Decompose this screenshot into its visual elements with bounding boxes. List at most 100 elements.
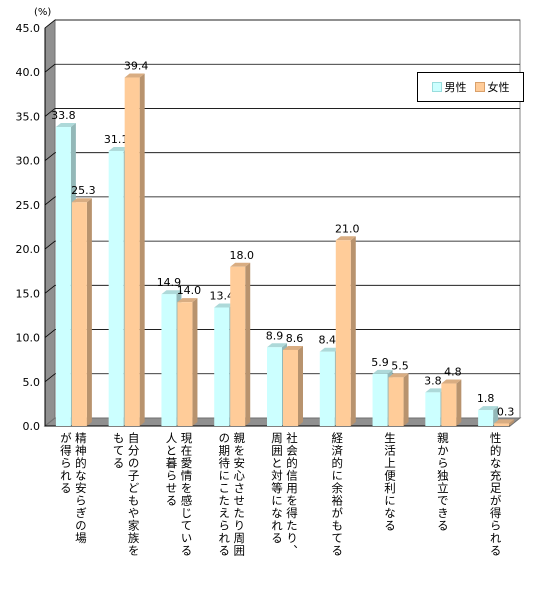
data-label-male: 14.9 <box>157 276 182 289</box>
bar-top-male <box>161 290 182 295</box>
bar-side-male <box>493 406 499 426</box>
gridline-depth <box>44 373 56 383</box>
legend-swatch-male <box>431 82 442 92</box>
data-label-female: 0.3 <box>497 405 515 418</box>
bar-side-female <box>245 262 251 426</box>
category-label: 親を安心させたり周囲 の期待にこたえられる <box>217 432 247 592</box>
bar-side-female <box>298 345 303 426</box>
bar-top-female <box>335 236 356 241</box>
y-tick-label: 10.0 <box>16 332 41 345</box>
category-label-line: 社会的信用を得たり、 <box>285 432 299 557</box>
bar-top-male <box>372 369 393 374</box>
bar-top-female <box>441 379 462 384</box>
data-label-male: 8.4 <box>319 334 337 347</box>
gridline-depth <box>44 240 56 250</box>
bar-female <box>335 240 351 426</box>
y-tick-label: 20.0 <box>16 243 41 256</box>
data-label-female: 21.0 <box>335 222 360 235</box>
category-label-line: 精神的な安らぎの場 <box>73 432 88 545</box>
category-label-line: 周囲と対等になれる <box>270 432 284 545</box>
category-label: 親から独立できる <box>435 432 450 592</box>
data-label-female: 14.0 <box>177 284 202 297</box>
category-label-line: が得られる <box>58 432 73 495</box>
data-label-male: 1.8 <box>477 392 495 405</box>
bar-top-male <box>478 406 499 411</box>
bar-female <box>177 302 193 426</box>
category-label: 社会的信用を得たり、 周囲と対等になれる <box>270 432 300 592</box>
category-label-line: 現在愛情を感じている <box>179 432 194 557</box>
bar-male <box>425 392 441 426</box>
y-tick-label: 30.0 <box>16 155 41 168</box>
data-label-female: 39.4 <box>124 60 149 73</box>
bar-female <box>494 423 510 426</box>
data-label-female: 25.3 <box>71 184 96 197</box>
category-label: 現在愛情を感じている 人と暮らせる <box>164 432 194 592</box>
category-label-line: 親から独立できる <box>435 432 450 532</box>
y-tick-label: 40.0 <box>16 66 41 79</box>
gridline-depth <box>44 329 56 338</box>
bar-top-male <box>214 303 235 308</box>
y-tick-label: 45.0 <box>16 22 41 35</box>
bar-top-female <box>283 345 303 350</box>
y-tick-label: 0.0 <box>23 420 41 433</box>
bar-male <box>161 294 177 426</box>
side-wall <box>44 18 56 428</box>
bar-female <box>230 266 246 426</box>
gridline-depth <box>44 285 56 294</box>
category-label-line: の期待にこたえられる <box>217 432 232 557</box>
gridline-depth <box>44 196 56 206</box>
data-label-male: 8.9 <box>266 329 284 342</box>
bar-top-female <box>71 198 92 203</box>
gridline-depth <box>44 152 56 161</box>
bar-male <box>319 351 335 426</box>
gridline-depth <box>44 108 56 117</box>
data-label-female: 4.8 <box>444 366 462 379</box>
bar-top-male <box>108 146 129 151</box>
gridline-depth <box>44 63 56 73</box>
bar-male <box>372 373 388 426</box>
data-label-male: 3.8 <box>424 374 442 387</box>
legend-label-female: 女性 <box>487 81 510 94</box>
bar-top-female <box>124 73 145 78</box>
gridline-depth <box>44 19 56 29</box>
bar-side-female <box>192 298 198 426</box>
bar-male <box>108 150 124 426</box>
category-label-line: 性的な充足が得られる <box>488 432 503 557</box>
bar-female <box>124 77 140 426</box>
bar-male <box>214 307 230 426</box>
category-label: 経済的に余裕がもてる <box>330 432 345 592</box>
bar-side-female <box>139 73 145 426</box>
data-label-female: 8.6 <box>286 332 304 345</box>
y-axis-unit: (%) <box>34 7 51 18</box>
category-label-line: 人と暮らせる <box>164 432 179 507</box>
bar-female <box>283 349 298 426</box>
y-tick-label: 5.0 <box>23 376 41 389</box>
plot-area: 0.0 5.0 10.0 15.0 20.0 25.0 30.0 35.0 40.0 45.0 33… <box>16 18 522 433</box>
bar-top-male <box>55 123 76 128</box>
category-label: 自分の子どもや家族を もてる <box>111 432 141 592</box>
category-label: 精神的な安らぎの場 が得られる <box>58 432 88 592</box>
bar-female <box>388 377 404 426</box>
bar-top-male <box>319 347 340 352</box>
y-tick-label: 25.0 <box>16 199 41 212</box>
bar-side-female <box>509 419 515 426</box>
category-label-line: 生活上便利になる <box>383 432 398 532</box>
bar-side-female <box>86 198 92 426</box>
category-label: 生活上便利になる <box>383 432 398 592</box>
category-label: 性的な充足が得られる <box>488 432 503 592</box>
data-label-male: 13.4 <box>209 289 234 302</box>
legend-label-male: 男性 <box>444 81 467 94</box>
y-tick-label: 35.0 <box>16 110 41 123</box>
bar-top-female <box>230 262 251 267</box>
bar-male <box>478 410 494 426</box>
data-label-male: 33.8 <box>51 109 76 122</box>
data-label-female: 5.5 <box>391 359 409 372</box>
y-tick-label: 15.0 <box>16 287 41 300</box>
legend-item-female: 女性 <box>474 79 510 95</box>
bar-top-male <box>425 388 446 393</box>
bar-top-male <box>267 343 287 348</box>
category-label-line: 親を安心させたり周囲 <box>232 432 247 557</box>
data-label-female: 18.0 <box>229 249 254 262</box>
bar-side-female <box>456 379 462 426</box>
